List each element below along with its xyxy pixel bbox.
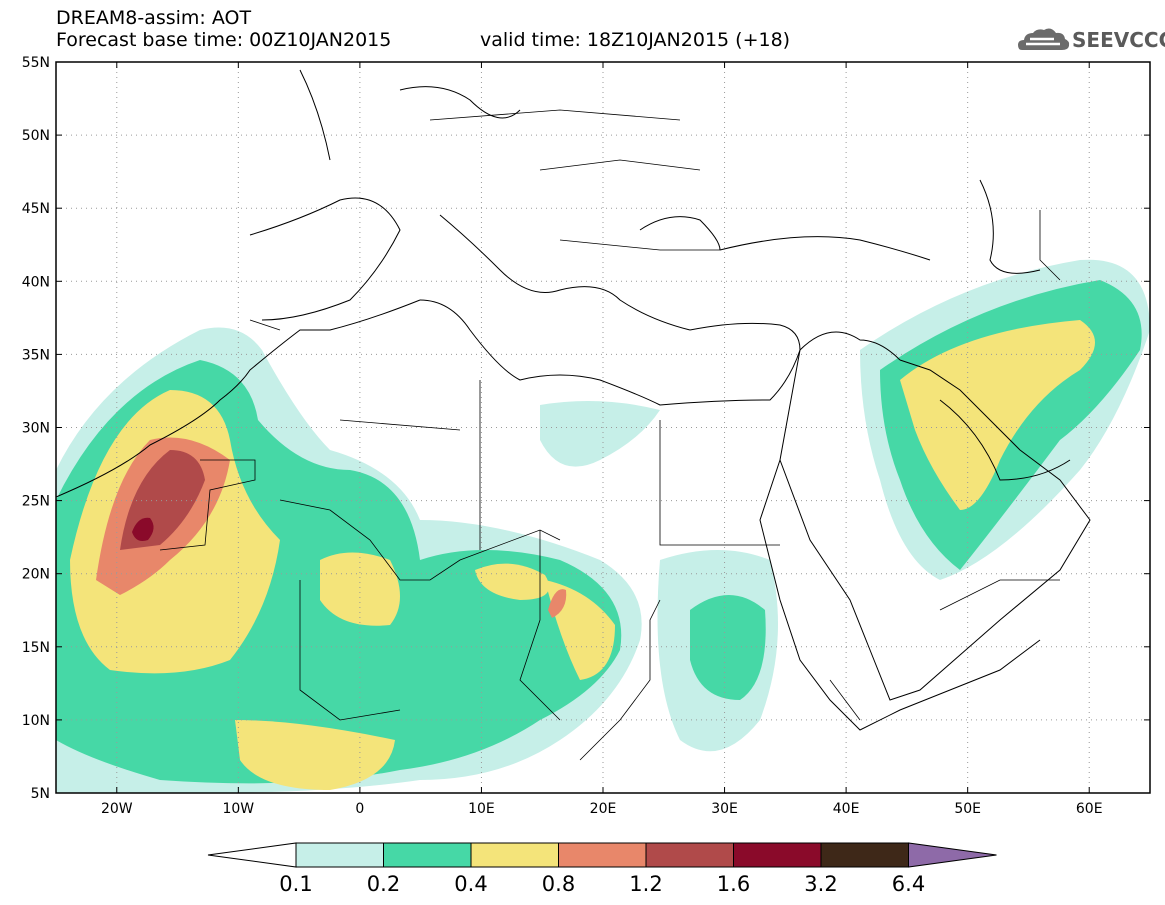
- lat-label: 35N: [22, 347, 50, 363]
- colorbar-label: 0.8: [542, 872, 575, 896]
- borders: [159, 109, 1061, 761]
- lat-label: 30N: [22, 421, 50, 437]
- colorbar-label: 0.4: [454, 872, 487, 896]
- lon-label: 60E: [1076, 801, 1103, 817]
- map-title: DREAM8-assim: AOT: [56, 7, 252, 29]
- lat-label: 55N: [22, 55, 50, 71]
- colorbar-label: 1.2: [629, 872, 662, 896]
- lon-label: 10E: [468, 801, 495, 817]
- aot-0.2-horn: [690, 595, 766, 700]
- colorbar-box: [383, 842, 472, 868]
- aot-0.8-sudan: [548, 589, 567, 618]
- coastlines: [56, 69, 1091, 731]
- lon-label: 0: [355, 801, 364, 817]
- lon-label: 20W: [101, 801, 133, 817]
- cloud-icon: [1018, 28, 1070, 50]
- colorbar-box: [733, 842, 822, 868]
- colorbar-label: 6.4: [892, 872, 925, 896]
- aot-1.6-west: [132, 517, 154, 541]
- seevccc-logo: SEEVCCC: [1016, 24, 1165, 56]
- lon-label: 30E: [711, 801, 738, 817]
- colorbar-label: 0.2: [367, 872, 400, 896]
- lat-label: 50N: [22, 128, 50, 144]
- colorbar-box: [820, 842, 909, 868]
- aot-0.4-gulf-guinea: [235, 720, 395, 790]
- lat-label: 45N: [22, 201, 50, 217]
- colorbar-label: 0.1: [279, 872, 312, 896]
- colorbar-box: [470, 842, 559, 868]
- base-time: Forecast base time: 00Z10JAN2015: [56, 29, 392, 51]
- logo-text: SEEVCCC: [1072, 28, 1165, 52]
- graticule: [56, 62, 1150, 793]
- lon-label: 10W: [222, 801, 254, 817]
- colorbar-right-arrow: [908, 842, 997, 868]
- lat-label: 40N: [22, 274, 50, 290]
- lon-label: 50E: [954, 801, 981, 817]
- colorbar-box: [295, 842, 384, 868]
- lat-label: 5N: [31, 786, 50, 802]
- lat-label: 15N: [22, 640, 50, 656]
- lat-label: 10N: [22, 713, 50, 729]
- aot-0.4-sahel: [320, 552, 400, 626]
- lat-label: 25N: [22, 494, 50, 510]
- colorbar-label: 3.2: [804, 872, 837, 896]
- colorbar-box: [645, 842, 734, 868]
- lon-label: 20E: [590, 801, 617, 817]
- axis-ticks: 55N 50N 45N 40N 35N 30N 25N 20N 15N 10N 5N 20W 10W 0 1…: [22, 55, 1150, 817]
- lat-label: 20N: [22, 567, 50, 583]
- aot-0.4-gulf: [900, 320, 1095, 510]
- aot-shading: [56, 259, 1150, 793]
- valid-time: valid time: 18Z10JAN2015 (+18): [480, 29, 791, 51]
- lon-label: 40E: [833, 801, 860, 817]
- colorbar-box: [558, 842, 647, 868]
- aot-0.1-libya: [540, 401, 660, 467]
- aot-0.4-chad: [475, 563, 550, 600]
- colorbar-left-arrow: [207, 842, 297, 868]
- colorbar-label: 1.6: [717, 872, 750, 896]
